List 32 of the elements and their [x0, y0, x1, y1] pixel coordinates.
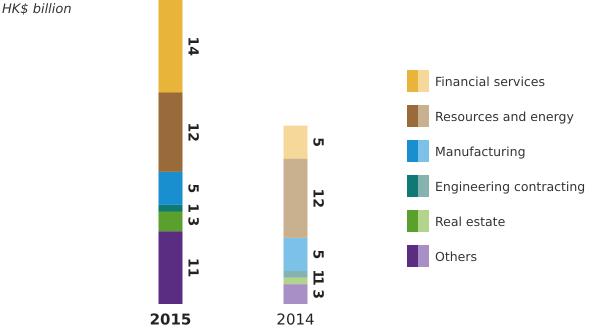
bar: [158, 0, 182, 93]
data-label: 12: [310, 188, 326, 208]
data-label: 5: [310, 137, 326, 147]
bar: [158, 172, 182, 205]
bar: [284, 284, 308, 304]
data-label: 12: [184, 122, 200, 142]
bar: [284, 270, 308, 278]
legend-label: Manufacturing: [435, 144, 526, 158]
data-label: 1: [310, 269, 326, 280]
bar: [158, 92, 182, 172]
legend-label: Others: [435, 248, 478, 264]
data-label: 3: [184, 216, 200, 226]
data-label: 1: [184, 203, 200, 214]
x-tick-label: 2015: [150, 310, 192, 328]
bar: [284, 126, 308, 159]
legend-label: Resources and energy: [435, 108, 574, 124]
y-axis-title: HK$ billion: [2, 2, 72, 17]
legend-label: Financial services: [435, 74, 545, 88]
data-label: 3: [310, 289, 326, 299]
data-label: 5: [310, 250, 326, 260]
bar: [158, 204, 182, 212]
bar: [284, 278, 308, 284]
legend-label: Real estate: [435, 214, 506, 228]
data-label: 5: [184, 183, 200, 194]
legend-label: Engineering contracting: [435, 178, 586, 194]
bar: [158, 211, 182, 232]
x-tick-label: 2014: [276, 310, 315, 328]
data-label: 11: [184, 258, 200, 278]
bar: [284, 158, 308, 238]
bar: [158, 231, 182, 304]
data-label: 14: [184, 36, 200, 56]
bar: [284, 238, 308, 271]
